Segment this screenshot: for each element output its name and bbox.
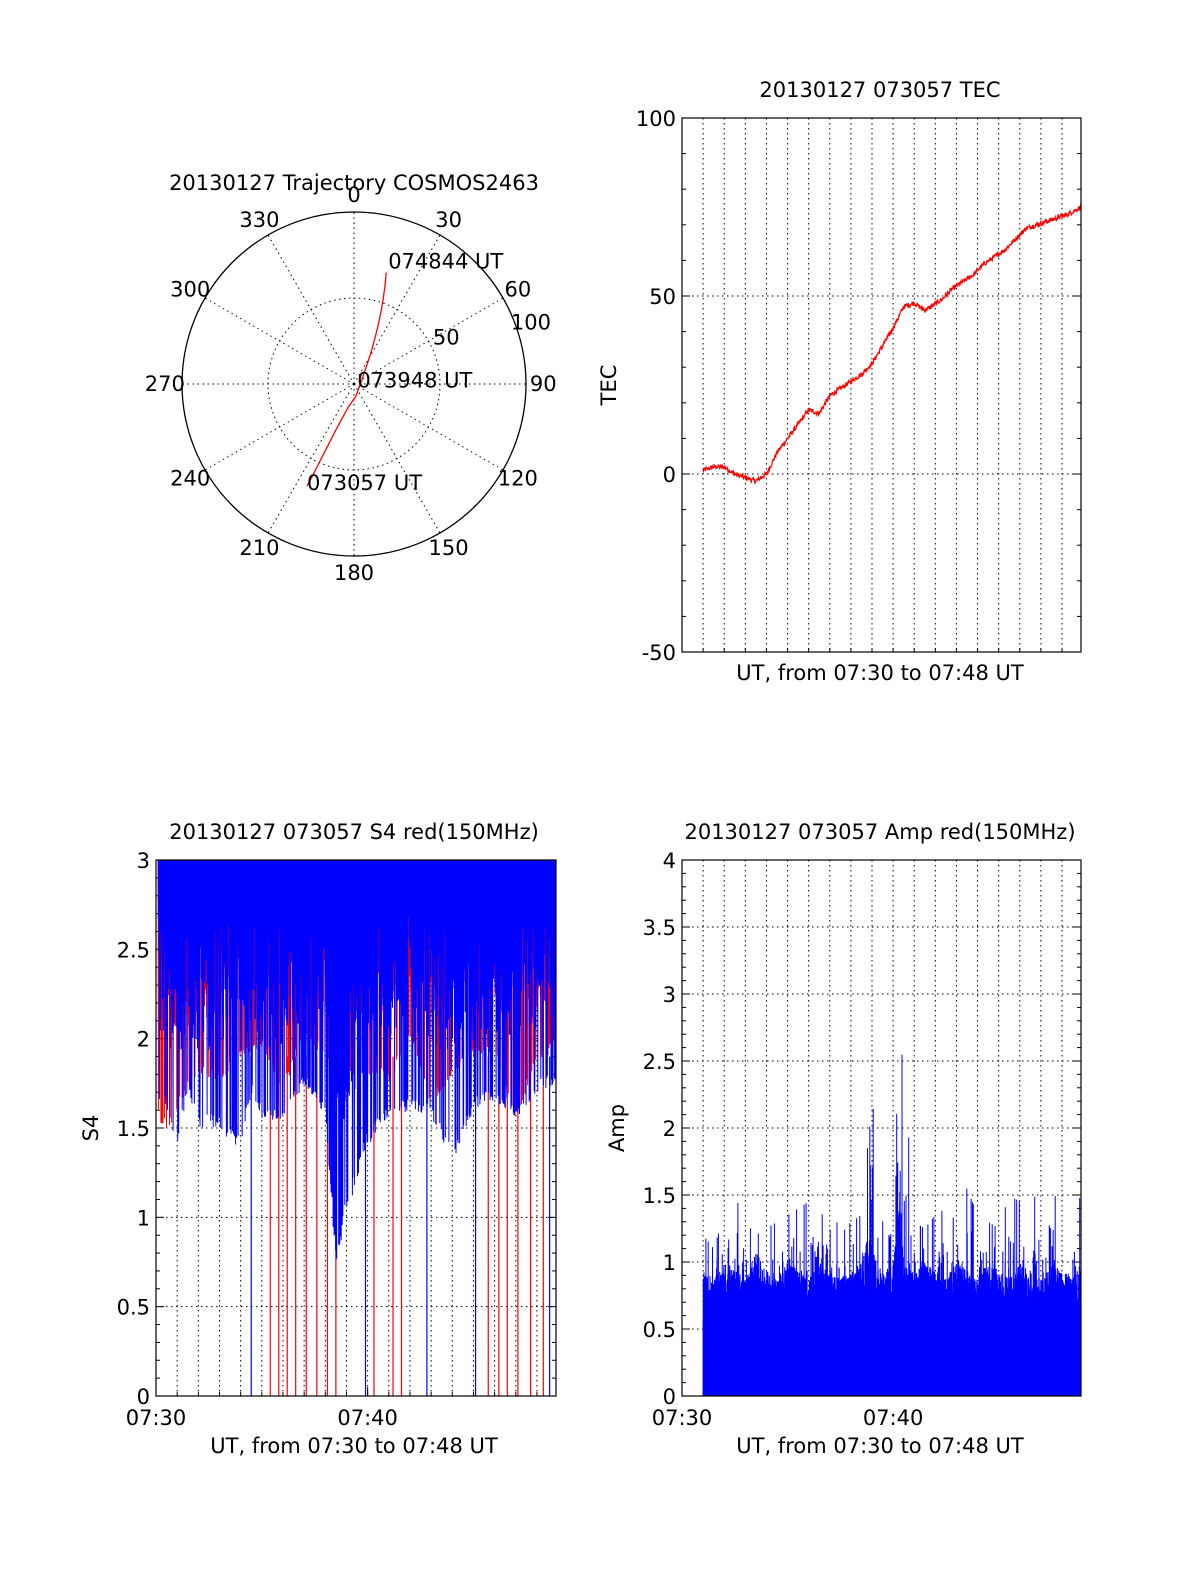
amp-ytick-label: 3 — [663, 983, 676, 1007]
s4-plot: 0 0.5 1 1.5 2 2.5 3 07:30 07:40 — [117, 849, 557, 1430]
amp-ytick-label: 2 — [663, 1117, 676, 1141]
polar-plot: 0 30 60 90 120 150 180 210 240 270 300 330 50 100 0748… — [145, 183, 557, 585]
s4-ytick-label: 1.5 — [117, 1117, 150, 1141]
polar-time-annotation: 073057 UT — [307, 471, 422, 495]
polar-azimuth-label: 210 — [239, 536, 279, 560]
tec-xlabel: UT, from 07:30 to 07:48 UT — [736, 661, 1024, 685]
polar-time-annotation: 074844 UT — [388, 249, 503, 273]
polar-spoke — [353, 297, 504, 385]
polar-radial-label: 100 — [511, 311, 551, 335]
polar-spoke — [353, 383, 504, 471]
amp-xtick-label: 07:30 — [652, 1406, 713, 1430]
amp-plot: 0 0.5 1 1.5 2 2.5 3 3.5 4 07:30 07:40 — [643, 849, 1082, 1430]
amp-ytick-label: 0.5 — [643, 1318, 676, 1342]
polar-spoke — [353, 383, 441, 534]
amp-ylabel: Amp — [605, 1104, 629, 1152]
s4-panel: 20130127 073057 S4 red(150MHz) UT, from … — [79, 820, 557, 1458]
amp-ytick-label: 0 — [663, 1385, 676, 1409]
polar-azimuth-label: 150 — [429, 536, 469, 560]
amp-ytick-label: 1 — [663, 1251, 676, 1275]
polar-spoke — [204, 383, 355, 471]
s4-ytick-label: 0.5 — [117, 1296, 150, 1320]
tec-series-line — [702, 202, 1082, 486]
tec-plot: -50 0 50 100 — [636, 107, 1082, 665]
polar-azimuth-label: 270 — [145, 372, 185, 396]
polar-outer-circle — [181, 211, 527, 557]
polar-spoke — [267, 383, 355, 534]
polar-time-annotation: 073948 UT — [357, 368, 472, 392]
amp-title: 20130127 073057 Amp red(150MHz) — [684, 820, 1075, 844]
polar-azimuth-label: 240 — [170, 467, 210, 491]
tec-ylabel: TEC — [597, 365, 621, 407]
s4-title: 20130127 073057 S4 red(150MHz) — [169, 820, 539, 844]
tec-ytick-label: 0 — [663, 463, 676, 487]
polar-title: 20130127 Trajectory COSMOS2463 — [169, 171, 539, 195]
polar-radial-label: 50 — [433, 326, 460, 350]
s4-ylabel: S4 — [79, 1115, 103, 1142]
s4-xtick-label: 07:30 — [126, 1406, 187, 1430]
polar-azimuth-label: 330 — [239, 208, 279, 232]
polar-spoke — [267, 234, 355, 385]
polar-trajectory-line — [306, 272, 387, 487]
polar-trajectory-panel: 20130127 Trajectory COSMOS2463 0 30 60 90 12… — [145, 171, 557, 585]
s4-ytick-label: 3 — [137, 849, 150, 873]
s4-frame — [155, 859, 557, 1397]
polar-azimuth-label: 30 — [435, 208, 462, 232]
amp-xlabel: UT, from 07:30 to 07:48 UT — [736, 1434, 1024, 1458]
s4-ytick-label: 1 — [137, 1206, 150, 1230]
amp-xtick-label: 07:40 — [863, 1406, 924, 1430]
s4-ytick-label: 2 — [137, 1028, 150, 1052]
amp-series-bars — [702, 1054, 1082, 1396]
amp-frame — [681, 859, 1082, 1397]
polar-spoke — [353, 234, 441, 385]
amp-ytick-label: 3.5 — [643, 916, 676, 940]
amp-ytick-label: 1.5 — [643, 1184, 676, 1208]
tec-ytick-label: 50 — [649, 285, 676, 309]
tec-panel: 20130127 073057 TEC UT, from 07:30 to 07… — [597, 78, 1082, 685]
polar-azimuth-label: 0 — [347, 183, 360, 207]
polar-spoke — [204, 297, 355, 385]
tec-title: 20130127 073057 TEC — [759, 78, 1000, 102]
tec-ytick-label: -50 — [642, 641, 676, 665]
tec-frame — [681, 117, 1082, 653]
s4-series-blue — [157, 860, 556, 1261]
amp-ytick-label: 4 — [663, 849, 676, 873]
s4-series-group — [157, 860, 556, 1396]
polar-azimuth-label: 180 — [334, 561, 374, 585]
tec-ytick-label: 100 — [636, 107, 676, 131]
amp-panel: 20130127 073057 Amp red(150MHz) UT, from… — [605, 820, 1082, 1458]
s4-xtick-label: 07:40 — [337, 1406, 398, 1430]
amp-ytick-label: 2.5 — [643, 1050, 676, 1074]
s4-ytick-label: 0 — [137, 1385, 150, 1409]
s4-xlabel: UT, from 07:30 to 07:48 UT — [210, 1434, 498, 1458]
s4-ytick-label: 2.5 — [117, 938, 150, 962]
polar-azimuth-label: 300 — [170, 277, 210, 301]
polar-azimuth-label: 120 — [498, 467, 538, 491]
polar-azimuth-label: 90 — [530, 372, 557, 396]
polar-azimuth-label: 60 — [504, 277, 531, 301]
